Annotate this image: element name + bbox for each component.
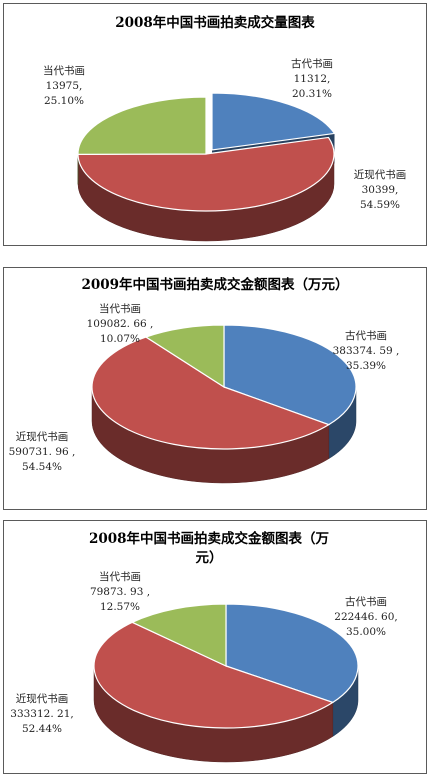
pie-chart-2: 2009年中国书画拍卖成交金额图表（万元） 古代书画 383374. 59 , … [9, 276, 400, 484]
label-modern-category: 近现代书画 [354, 168, 407, 181]
pie-chart-1: 2008年中国书画拍卖成交量图表 古代书画 11312, 20.31% 近现代书… [43, 14, 407, 242]
label-ancient-value: 11312, [294, 73, 331, 85]
label-contemporary-value: 109082. 66 , [87, 318, 154, 330]
label-contemporary-value: 13975, [46, 80, 83, 92]
pie-slices [91, 324, 357, 484]
label-ancient-percent: 35.39% [346, 360, 386, 372]
chart-panel-2: 2009年中国书画拍卖成交金额图表（万元） 古代书画 383374. 59 , … [3, 267, 427, 510]
pie-slices [77, 92, 336, 242]
pie-slice-modern [91, 336, 331, 450]
label-modern-value: 30399, [362, 184, 399, 196]
pie-chart-3: 2008年中国书画拍卖成交金额图表（万 元） 古代书画 222446. 60, … [10, 530, 398, 763]
label-contemporary-percent: 10.07% [100, 333, 140, 345]
chart-title-line2: 元） [196, 550, 223, 566]
chart-panel-3: 2008年中国书画拍卖成交金额图表（万 元） 古代书画 222446. 60, … [3, 520, 427, 774]
label-ancient-value: 383374. 59 , [333, 345, 400, 357]
label-contemporary-category: 当代书画 [99, 302, 141, 315]
label-contemporary-percent: 12.57% [100, 601, 140, 613]
label-ancient-category: 古代书画 [291, 57, 333, 70]
label-contemporary-category: 当代书画 [99, 570, 141, 583]
pie-slice-modern [77, 136, 335, 212]
label-ancient-category: 古代书画 [345, 595, 387, 608]
chart-panel-1: 2008年中国书画拍卖成交量图表 古代书画 11312, 20.31% 近现代书… [3, 3, 427, 246]
label-ancient-percent: 20.31% [292, 88, 332, 100]
label-ancient-value: 222446. 60, [334, 611, 397, 623]
label-contemporary-percent: 25.10% [44, 95, 84, 107]
pie-slice-contemporary [144, 324, 225, 389]
label-ancient-category: 古代书画 [345, 329, 387, 342]
chart-title: 2008年中国书画拍卖成交量图表 [115, 14, 315, 31]
label-modern-percent: 52.44% [22, 723, 62, 735]
label-contemporary-category: 当代书画 [43, 64, 85, 77]
label-modern-value: 333312. 21, [10, 708, 73, 720]
pie-slice-ancient [211, 92, 336, 151]
chart-title: 2009年中国书画拍卖成交金额图表（万元） [81, 276, 348, 293]
pie-slice-modern [93, 621, 335, 729]
chart-title: 2008年中国书画拍卖成交金额图表（万 [89, 530, 329, 547]
label-contemporary-value: 79873. 93 , [90, 586, 150, 598]
pie-slice-contemporary [130, 603, 227, 667]
label-modern-percent: 54.54% [22, 461, 62, 473]
label-modern-percent: 54.59% [360, 199, 400, 211]
label-modern-value: 590731. 96 , [9, 446, 76, 458]
label-modern-category: 近现代书画 [16, 430, 69, 443]
pie-slice-contemporary [77, 96, 207, 155]
label-ancient-percent: 35.00% [346, 626, 386, 638]
pie-slice-ancient [225, 603, 359, 704]
label-modern-category: 近现代书画 [16, 692, 69, 705]
pie-slice-ancient [223, 324, 357, 426]
pie-slices [93, 603, 359, 763]
